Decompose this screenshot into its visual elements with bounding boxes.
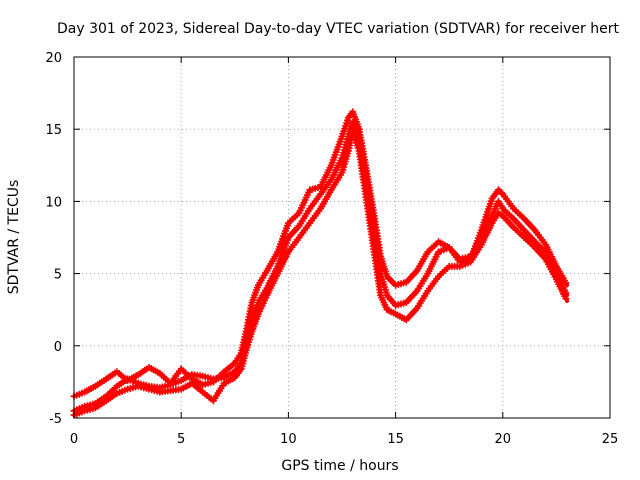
data-point (562, 279, 570, 287)
series-line (72, 109, 570, 399)
x-tick-label: 20 (495, 432, 512, 447)
axis-ticks: 0 5 10 15 20 25 -5 0 5 10 15 20 (45, 51, 618, 447)
y-tick-label: 0 (54, 340, 62, 355)
y-tick-label: -5 (49, 412, 62, 427)
series-track-3 (70, 128, 570, 419)
y-tick-label: 5 (54, 268, 62, 283)
chart-title: Day 301 of 2023, Sidereal Day-to-day VTE… (57, 21, 619, 37)
x-axis-label: GPS time / hours (281, 458, 398, 474)
x-tick-label: 15 (387, 432, 404, 447)
x-tick-label: 25 (602, 432, 619, 447)
series-track-2 (70, 108, 570, 400)
plot-frame (73, 56, 611, 419)
data-point (562, 295, 570, 303)
y-tick-label: 10 (45, 195, 62, 210)
y-tick-label: 15 (45, 123, 62, 138)
series-line (72, 130, 570, 418)
data-series (70, 108, 570, 419)
data-point (497, 189, 505, 197)
y-axis-label: SDTVAR / TECUs (6, 180, 22, 295)
x-tick-label: 0 (70, 432, 78, 447)
y-tick-label: 20 (45, 51, 62, 66)
x-tick-label: 10 (280, 432, 297, 447)
x-tick-label: 5 (177, 432, 185, 447)
